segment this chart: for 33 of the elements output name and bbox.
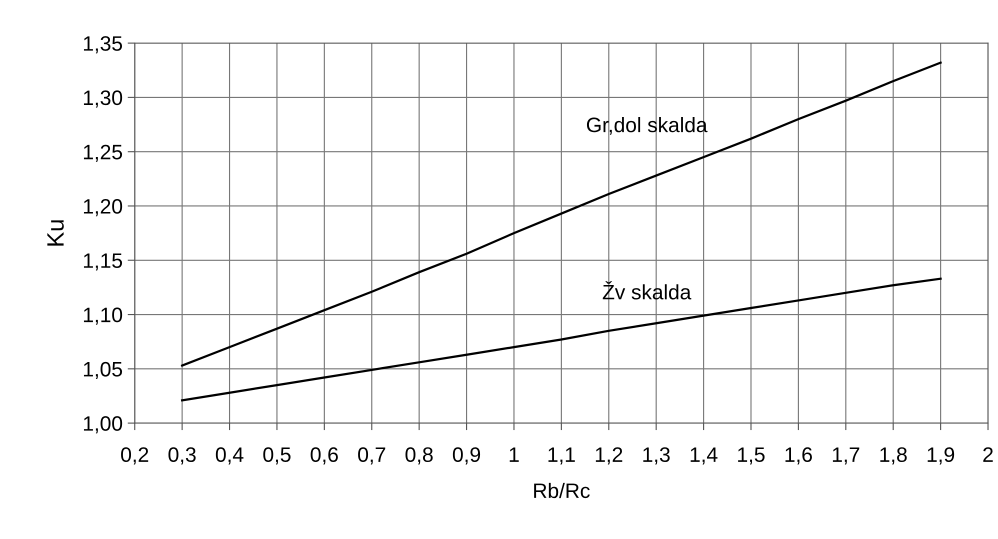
x-axis-title: Rb/Rc bbox=[534, 482, 590, 498]
y-tick-label: 1,30 bbox=[84, 90, 122, 108]
y-tick-label: 1,00 bbox=[84, 416, 122, 434]
x-tick-label: 0,5 bbox=[263, 447, 291, 464]
series-label: Gr,dol skalda bbox=[586, 117, 708, 135]
x-tick-label: 1 bbox=[510, 447, 519, 462]
x-tick-label: 0,9 bbox=[452, 447, 480, 464]
y-tick-label: 1,35 bbox=[84, 36, 122, 54]
x-tick-label: 1,3 bbox=[643, 447, 670, 464]
x-tick-label: 0,3 bbox=[168, 447, 196, 464]
x-tick-label: 1,1 bbox=[548, 447, 575, 464]
x-tick-label: 1,4 bbox=[690, 447, 718, 464]
y-tick-label: 1,20 bbox=[84, 198, 122, 216]
x-tick-label: 0,7 bbox=[358, 447, 386, 464]
x-tick-label: 1,6 bbox=[786, 447, 812, 464]
series-label: Žv skalda bbox=[602, 281, 692, 300]
x-tick-label: 1,5 bbox=[738, 447, 765, 464]
line-series bbox=[181, 278, 942, 402]
y-tick-label: 1,05 bbox=[84, 362, 122, 380]
line-series bbox=[181, 62, 942, 367]
x-tick-label: 0,2 bbox=[121, 447, 148, 464]
y-tick-label: 1,15 bbox=[84, 253, 122, 270]
x-tick-label: 1,2 bbox=[596, 447, 622, 464]
y-tick-label: 1,25 bbox=[84, 144, 122, 162]
x-tick-label: 1,9 bbox=[928, 447, 954, 464]
y-axis-title: Ku bbox=[47, 220, 64, 246]
x-tick-label: 0,4 bbox=[216, 447, 244, 464]
x-tick-label: 1,7 bbox=[832, 447, 860, 464]
y-tick-label: 1,10 bbox=[84, 308, 122, 325]
x-tick-label: 0,6 bbox=[310, 447, 338, 464]
x-tick-label: 1,8 bbox=[880, 447, 907, 464]
x-tick-label: 2 bbox=[983, 447, 993, 462]
x-tick-label: 0,8 bbox=[405, 447, 433, 464]
